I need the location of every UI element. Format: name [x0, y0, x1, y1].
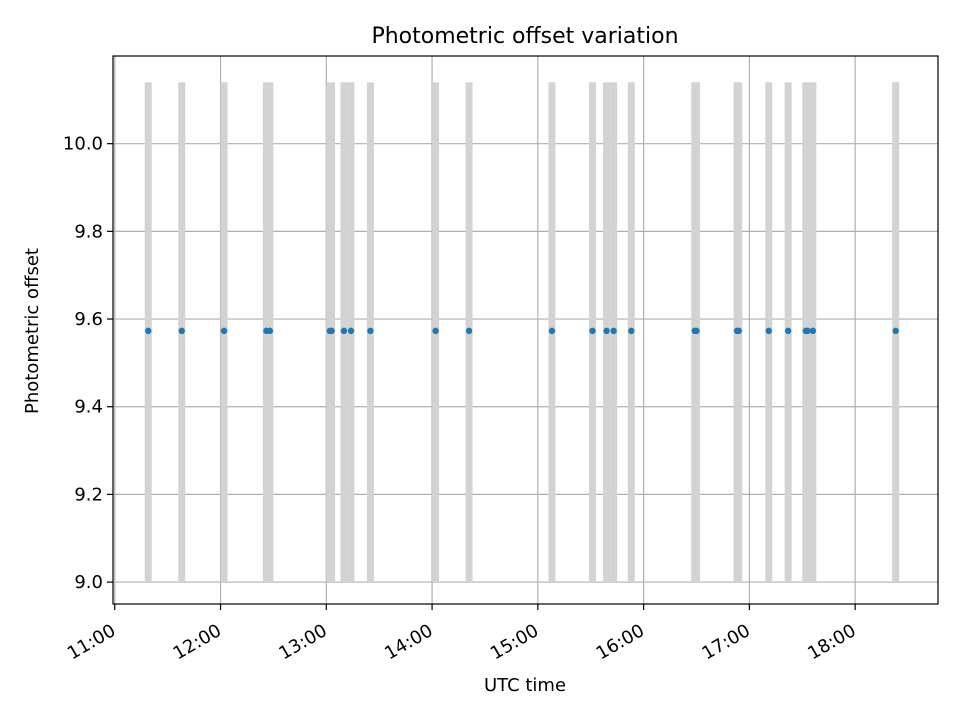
- data-point: [367, 327, 374, 335]
- data-point: [548, 327, 556, 335]
- data-point: [784, 327, 792, 335]
- data-point: [465, 327, 473, 335]
- y-tick-layer: 9.0 9.2 9.4 9.6 9.8 10.0: [63, 134, 113, 593]
- grid-layer: [113, 56, 938, 604]
- data-point: [178, 327, 185, 335]
- y-tick-label: 10.0: [63, 134, 103, 155]
- data-point: [603, 327, 610, 335]
- data-point: [220, 327, 228, 335]
- data-point: [809, 327, 817, 335]
- data-point: [266, 327, 274, 335]
- data-point: [610, 327, 617, 335]
- plot-frame: [112, 55, 939, 605]
- data-point: [735, 327, 743, 335]
- data-point: [328, 327, 335, 335]
- x-axis-label: UTC time: [484, 675, 566, 696]
- y-tick-label: 9.8: [74, 221, 103, 242]
- data-point: [765, 327, 772, 335]
- data-point: [892, 327, 899, 335]
- data-point: [340, 327, 348, 335]
- data-point: [145, 327, 152, 335]
- chart-title: Photometric offset variation: [371, 24, 678, 49]
- data-point: [628, 327, 635, 335]
- y-tick-label: 9.2: [74, 484, 103, 505]
- y-axis-label: Photometric offset: [22, 248, 43, 414]
- point-layer: [145, 327, 899, 335]
- data-point: [589, 327, 596, 335]
- data-point: [432, 327, 439, 335]
- data-point: [693, 327, 700, 335]
- data-point: [804, 327, 811, 335]
- data-point: [347, 327, 355, 335]
- y-tick-label: 9.0: [74, 572, 103, 593]
- y-tick-label: 9.4: [74, 397, 103, 418]
- y-tick-label: 9.6: [74, 309, 103, 330]
